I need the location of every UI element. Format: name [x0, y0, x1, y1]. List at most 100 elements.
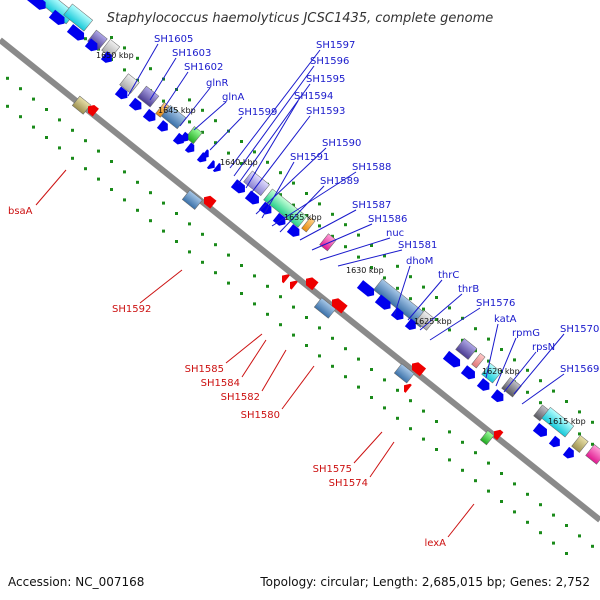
leader-line: [369, 441, 395, 478]
leader-line: [319, 237, 391, 261]
gene-arrow-body: [172, 132, 184, 145]
gene-box-body: [479, 430, 495, 446]
tick-marks: [6, 36, 594, 555]
gene-arrow-body: [184, 142, 195, 153]
kbp-label: 1625 kbp: [414, 317, 452, 326]
tick-mark: [45, 136, 48, 139]
tick-mark: [19, 115, 22, 119]
tick-mark: [448, 328, 451, 332]
tick-mark: [383, 254, 386, 258]
leader-line: [233, 65, 315, 177]
tick-mark: [461, 468, 464, 472]
tick-mark: [279, 171, 282, 175]
tick-mark: [175, 212, 178, 215]
gene-arrow-body: [48, 9, 65, 26]
tick-mark: [201, 108, 204, 112]
gene-arrow: [476, 378, 490, 391]
gene-box-body: [393, 363, 415, 384]
gene-arrow-body: [258, 201, 272, 215]
gene-arrow: [156, 120, 168, 132]
gene-label-top: glnR: [206, 78, 228, 89]
gene-label-top: katA: [494, 314, 517, 325]
tick-mark: [227, 151, 230, 155]
leader-line: [279, 185, 325, 233]
tick-mark: [409, 427, 412, 431]
tick-mark: [292, 305, 295, 309]
tick-mark: [487, 461, 490, 465]
leader-line: [311, 223, 373, 251]
gene-arrow-reverse: [87, 104, 99, 117]
tick-mark: [461, 338, 464, 342]
tick-mark: [149, 191, 152, 195]
tick-mark: [110, 188, 113, 191]
gene-box-body: [263, 188, 308, 228]
gene-label-top: thrC: [438, 270, 459, 281]
gene-box: [501, 376, 522, 398]
tick-mark: [97, 149, 100, 153]
tick-mark: [422, 409, 425, 413]
tick-mark: [552, 541, 555, 545]
gene-arrow: [390, 307, 404, 321]
gene-arrow-body: [114, 86, 128, 100]
gene-box-body: [119, 73, 140, 94]
gene-arrow: [66, 24, 85, 41]
tick-mark: [357, 385, 360, 389]
tick-mark: [6, 76, 9, 80]
gene-label-top: SH1599: [238, 107, 277, 118]
gene-arrow-reverse: [493, 429, 504, 441]
tick-mark: [58, 118, 61, 122]
kbp-label: 1630 kbp: [346, 266, 384, 275]
gene-box: [263, 188, 308, 228]
tick-mark: [396, 286, 399, 290]
tick-mark: [240, 162, 243, 165]
tick-mark: [240, 292, 243, 295]
gene-arrow-reverse-body: [493, 429, 504, 441]
gene-box-body: [571, 434, 589, 453]
tick-mark: [253, 302, 256, 306]
genome-backbone: [0, 37, 600, 523]
leader-line: [337, 249, 403, 267]
tick-mark: [331, 212, 334, 216]
tick-mark: [214, 243, 217, 247]
gene-arrow: [460, 365, 475, 380]
tick-mark: [383, 378, 386, 382]
gene-label-bottom: SH1580: [241, 410, 280, 421]
gene-label-top: dhoM: [406, 256, 433, 267]
gene-arrow-body: [490, 389, 504, 403]
tick-mark: [292, 181, 295, 185]
tick-mark: [84, 139, 87, 143]
gene-box-body: [71, 95, 92, 115]
gene-arrow-body: [562, 446, 574, 459]
tick-mark: [149, 219, 152, 223]
gene-box-body: [63, 3, 94, 32]
gene-label-top: SH1605: [154, 34, 193, 45]
gene-box: [137, 85, 160, 108]
leader-line: [393, 265, 411, 317]
gene-box: [571, 434, 589, 453]
tick-mark: [136, 208, 139, 212]
tick-mark: [578, 410, 581, 414]
tick-mark: [110, 160, 113, 163]
gene-box: [393, 363, 415, 384]
gene-arrow-body: [200, 149, 209, 159]
gene-arrow: [84, 38, 98, 52]
tick-mark: [110, 36, 113, 39]
tick-mark: [591, 442, 594, 446]
gene-box: [471, 352, 486, 369]
tick-mark: [526, 390, 529, 394]
gene-arrow-body: [532, 422, 547, 437]
tick-mark: [201, 260, 204, 264]
leader-line: [237, 83, 311, 185]
tick-mark: [513, 510, 516, 514]
leader-line: [503, 351, 537, 393]
gene-arrow-body: [84, 38, 98, 52]
gene-box-body: [481, 362, 502, 384]
tick-mark: [331, 234, 334, 238]
gene-box-body: [313, 297, 337, 319]
tick-mark: [487, 337, 490, 341]
gene-box-body: [585, 444, 600, 465]
gene-arrow-body: [356, 280, 375, 297]
tick-mark: [188, 98, 191, 102]
gene-box-body: [319, 233, 337, 252]
tick-mark: [591, 420, 594, 424]
